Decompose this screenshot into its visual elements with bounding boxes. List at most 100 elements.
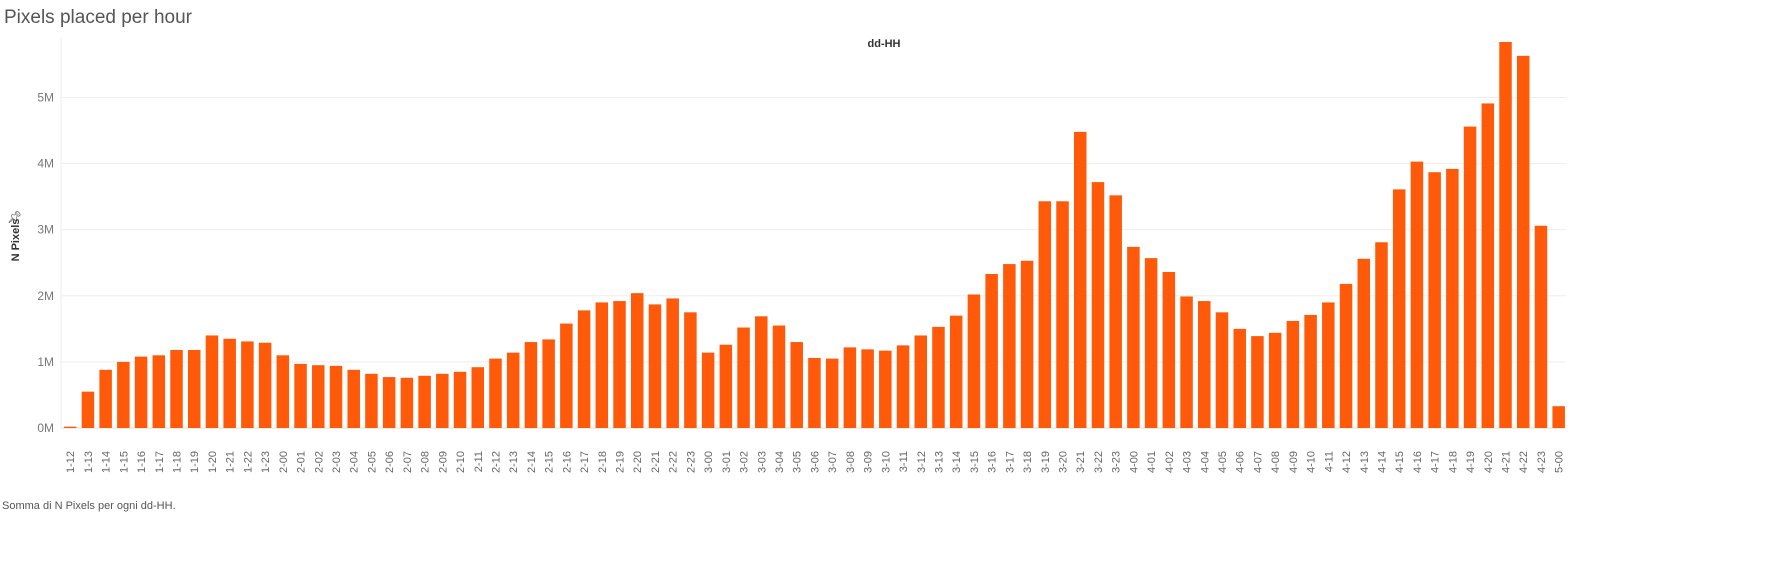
bar[interactable] bbox=[1198, 301, 1211, 428]
bar[interactable] bbox=[701, 352, 715, 428]
bar[interactable] bbox=[684, 312, 697, 428]
x-tick-label: 3-19 bbox=[1040, 451, 1052, 473]
bar[interactable] bbox=[1322, 302, 1335, 428]
bar[interactable] bbox=[1180, 296, 1193, 428]
bar[interactable] bbox=[1162, 272, 1176, 428]
bar[interactable] bbox=[205, 335, 219, 428]
x-tick-label: 4-12 bbox=[1341, 451, 1353, 473]
x-tick-label: 2-15 bbox=[544, 451, 556, 473]
bar[interactable] bbox=[861, 349, 874, 428]
bar[interactable] bbox=[312, 365, 325, 428]
bar[interactable] bbox=[1516, 55, 1530, 428]
bar[interactable] bbox=[1428, 172, 1441, 428]
bar[interactable] bbox=[258, 342, 272, 428]
bar[interactable] bbox=[1286, 320, 1300, 428]
bar[interactable] bbox=[1446, 168, 1459, 428]
x-tick-label: 4-02 bbox=[1164, 451, 1176, 473]
bar[interactable] bbox=[489, 358, 502, 428]
bar[interactable] bbox=[1268, 332, 1282, 428]
bar[interactable] bbox=[825, 358, 839, 428]
bar[interactable] bbox=[595, 302, 609, 428]
x-tick-label: 3-17 bbox=[1004, 451, 1016, 473]
bar[interactable] bbox=[117, 361, 130, 428]
bar[interactable] bbox=[1020, 260, 1034, 428]
bar[interactable] bbox=[152, 355, 166, 428]
bar[interactable] bbox=[382, 377, 396, 428]
bar[interactable] bbox=[808, 357, 821, 428]
bar[interactable] bbox=[1357, 258, 1371, 428]
bar[interactable] bbox=[241, 341, 254, 428]
bar[interactable] bbox=[1463, 126, 1477, 428]
bar[interactable] bbox=[63, 426, 77, 428]
bar[interactable] bbox=[630, 293, 644, 428]
bar[interactable] bbox=[613, 301, 626, 428]
bar[interactable] bbox=[932, 326, 945, 428]
bar[interactable] bbox=[1410, 161, 1424, 429]
bar[interactable] bbox=[1552, 406, 1565, 428]
bar[interactable] bbox=[1392, 189, 1406, 428]
bar[interactable] bbox=[81, 391, 95, 428]
bar[interactable] bbox=[170, 350, 183, 428]
bar[interactable] bbox=[967, 294, 981, 428]
bar[interactable] bbox=[1073, 131, 1087, 429]
bar[interactable] bbox=[1499, 41, 1512, 428]
bar[interactable] bbox=[1251, 336, 1264, 428]
bar[interactable] bbox=[719, 344, 733, 428]
bar[interactable] bbox=[1481, 103, 1495, 428]
bar[interactable] bbox=[1375, 242, 1388, 428]
bar[interactable] bbox=[1339, 283, 1353, 428]
bar[interactable] bbox=[1215, 312, 1229, 428]
bar[interactable] bbox=[329, 365, 343, 428]
x-tick-label: 3-22 bbox=[1093, 451, 1105, 473]
bar[interactable] bbox=[666, 298, 679, 428]
bar[interactable] bbox=[1127, 246, 1140, 428]
x-tick-label: 1-22 bbox=[242, 451, 254, 473]
bar[interactable] bbox=[772, 325, 786, 428]
bar[interactable] bbox=[1109, 195, 1122, 428]
bar[interactable] bbox=[1304, 314, 1317, 428]
bar[interactable] bbox=[1056, 201, 1069, 428]
bar[interactable] bbox=[294, 363, 307, 428]
x-tick-label: 2-02 bbox=[313, 451, 325, 473]
bar[interactable] bbox=[560, 323, 573, 428]
x-tick-label: 3-00 bbox=[703, 451, 715, 473]
x-tick-label: 2-08 bbox=[420, 451, 432, 473]
bar[interactable] bbox=[542, 339, 555, 428]
bar[interactable] bbox=[1091, 182, 1105, 428]
x-axis-ticks: 1-12 1-13 1-14 1-15 1-16 1-17 1-18 1-19 1-20 1-21… bbox=[65, 451, 1565, 473]
bar[interactable] bbox=[949, 315, 963, 428]
bar[interactable] bbox=[648, 304, 662, 428]
bar[interactable] bbox=[1534, 225, 1548, 428]
bar[interactable] bbox=[134, 356, 148, 428]
bar[interactable] bbox=[187, 350, 201, 428]
bar[interactable] bbox=[418, 375, 431, 428]
bar[interactable] bbox=[436, 373, 449, 428]
bar[interactable] bbox=[1003, 264, 1016, 428]
bar[interactable] bbox=[1233, 328, 1246, 428]
bar[interactable] bbox=[1038, 201, 1052, 428]
bar[interactable] bbox=[790, 342, 803, 428]
x-tick-label: 1-14 bbox=[101, 451, 113, 473]
bar[interactable] bbox=[99, 369, 112, 428]
bar[interactable] bbox=[843, 347, 857, 428]
bar[interactable] bbox=[276, 355, 290, 428]
chart-caption: Somma di N Pixels per ogni dd-HH. bbox=[2, 500, 176, 512]
bar[interactable] bbox=[453, 371, 467, 428]
bar[interactable] bbox=[347, 369, 360, 428]
bar[interactable] bbox=[737, 327, 750, 428]
bar[interactable] bbox=[985, 273, 998, 428]
bar[interactable] bbox=[755, 316, 768, 428]
bar[interactable] bbox=[506, 352, 520, 428]
bar[interactable] bbox=[365, 373, 378, 428]
bar[interactable] bbox=[879, 350, 892, 428]
bar[interactable] bbox=[524, 342, 538, 428]
pin-icon[interactable]: 📌︎ bbox=[7, 210, 23, 224]
bar[interactable] bbox=[914, 335, 928, 428]
bar[interactable] bbox=[577, 310, 591, 428]
bar[interactable] bbox=[223, 338, 236, 428]
bar[interactable] bbox=[1144, 258, 1158, 428]
bar[interactable] bbox=[400, 377, 414, 428]
x-tick-label: 1-23 bbox=[260, 451, 272, 473]
bar[interactable] bbox=[896, 345, 910, 428]
bar[interactable] bbox=[471, 367, 485, 428]
